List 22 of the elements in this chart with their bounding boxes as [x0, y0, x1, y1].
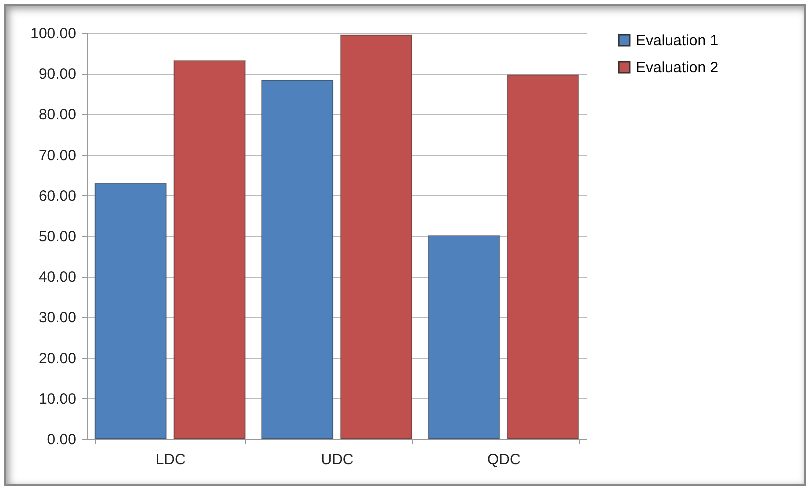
y-tick-label: 10.00 [38, 390, 76, 408]
y-tick-label: 80.00 [38, 106, 76, 124]
y-tick-label: 70.00 [38, 147, 76, 164]
bar [428, 236, 500, 440]
legend-label: Evaluation 2 [636, 60, 719, 76]
y-tick-label: 50.00 [38, 228, 76, 246]
bar [94, 183, 167, 440]
legend-label: Evaluation 1 [636, 32, 719, 50]
bar [340, 34, 412, 440]
y-tick-label: 20.00 [38, 350, 76, 368]
x-tick-label: QDC [487, 452, 521, 468]
bar [262, 80, 334, 440]
y-tick-label: 90.00 [38, 66, 76, 84]
y-tick-label: 0.00 [47, 432, 76, 448]
bar [174, 60, 246, 440]
y-tick-label: 40.00 [38, 269, 76, 286]
x-tick-label: LDC [156, 452, 186, 468]
y-tick-label: 100.00 [30, 26, 76, 42]
x-tick-label: UDC [321, 452, 354, 468]
y-tick-label: 60.00 [38, 188, 76, 205]
bar [507, 74, 580, 440]
y-tick-label: 30.00 [38, 310, 76, 327]
